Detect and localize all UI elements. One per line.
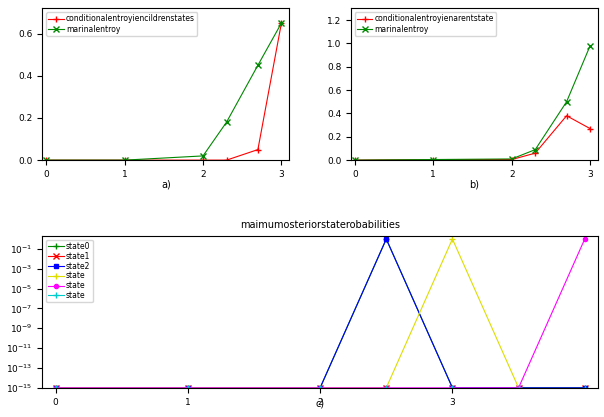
marinalentroy: [121, 158, 128, 163]
state0: [383, 236, 390, 241]
state: [184, 385, 191, 390]
conditionalentroyienarentstate: [532, 151, 539, 156]
state: [581, 395, 588, 400]
state2: [52, 385, 59, 390]
marinalentroy: [42, 158, 50, 163]
conditionalentroyiencildrenstates: [223, 158, 230, 163]
state: [515, 385, 522, 390]
state: [52, 385, 59, 390]
state: [515, 385, 522, 390]
conditionalentroyienarentstate: [563, 113, 570, 118]
state: [383, 385, 390, 390]
state0: [581, 385, 588, 390]
marinalentroy: [254, 63, 262, 68]
state2: [449, 385, 456, 390]
marinalentroy: [429, 157, 437, 162]
conditionalentroyienarentstate: [586, 126, 594, 131]
conditionalentroyienarentstate: [352, 158, 359, 163]
marinalentroy: [532, 147, 539, 152]
marinalentroy: [508, 156, 515, 161]
Line: conditionalentroyienarentstate: conditionalentroyienarentstate: [352, 113, 593, 163]
state2: [184, 385, 191, 390]
Text: a): a): [161, 179, 171, 189]
state0: [515, 385, 522, 390]
state: [581, 236, 588, 241]
state2: [515, 385, 522, 390]
Text: b): b): [469, 179, 480, 189]
marinalentroy: [278, 20, 285, 25]
state1: [52, 385, 59, 390]
state: [184, 385, 191, 390]
Text: c): c): [315, 398, 325, 408]
state: [316, 385, 324, 390]
state: [52, 385, 59, 390]
conditionalentroyiencildrenstates: [254, 147, 262, 152]
state1: [184, 385, 191, 390]
Legend: state0, state1, state2, state, state, state: state0, state1, state2, state, state, st…: [46, 240, 93, 302]
Line: state2: state2: [53, 237, 587, 390]
Line: state: state: [53, 236, 588, 400]
state1: [316, 385, 324, 390]
state2: [581, 385, 588, 390]
state0: [52, 385, 59, 390]
state1: [383, 385, 390, 390]
state: [449, 236, 456, 241]
conditionalentroyiencildrenstates: [199, 158, 207, 163]
state: [449, 385, 456, 390]
Title: maimumosteriorstaterobabilities: maimumosteriorstaterobabilities: [240, 220, 400, 230]
Legend: conditionalentroyienarentstate, marinalentroy: conditionalentroyienarentstate, marinale…: [355, 12, 496, 36]
state0: [184, 385, 191, 390]
state: [383, 385, 390, 390]
state: [449, 385, 456, 390]
Legend: conditionalentroyiencildrenstates, marinalentroy: conditionalentroyiencildrenstates, marin…: [46, 12, 198, 36]
marinalentroy: [563, 99, 570, 104]
Line: state0: state0: [53, 236, 588, 391]
state: [316, 385, 324, 390]
Line: state1: state1: [53, 385, 588, 391]
state: [184, 385, 191, 390]
state2: [316, 385, 324, 390]
state: [383, 385, 390, 390]
state2: [383, 236, 390, 241]
marinalentroy: [223, 120, 230, 125]
state1: [449, 385, 456, 390]
state1: [515, 385, 522, 390]
Line: marinalentroy: marinalentroy: [43, 20, 284, 163]
marinalentroy: [199, 153, 207, 158]
Line: marinalentroy: marinalentroy: [352, 43, 593, 163]
state: [581, 385, 588, 390]
state0: [316, 385, 324, 390]
state: [515, 385, 522, 390]
state1: [581, 385, 588, 390]
conditionalentroyienarentstate: [508, 157, 515, 162]
Line: state: state: [53, 385, 588, 391]
conditionalentroyiencildrenstates: [121, 158, 128, 163]
conditionalentroyiencildrenstates: [278, 20, 285, 25]
Line: state: state: [53, 237, 587, 390]
conditionalentroyienarentstate: [429, 157, 437, 162]
state0: [449, 385, 456, 390]
state: [52, 385, 59, 390]
marinalentroy: [586, 43, 594, 48]
marinalentroy: [352, 158, 359, 163]
Line: conditionalentroyiencildrenstates: conditionalentroyiencildrenstates: [43, 20, 284, 163]
conditionalentroyiencildrenstates: [42, 158, 50, 163]
state: [316, 385, 324, 390]
